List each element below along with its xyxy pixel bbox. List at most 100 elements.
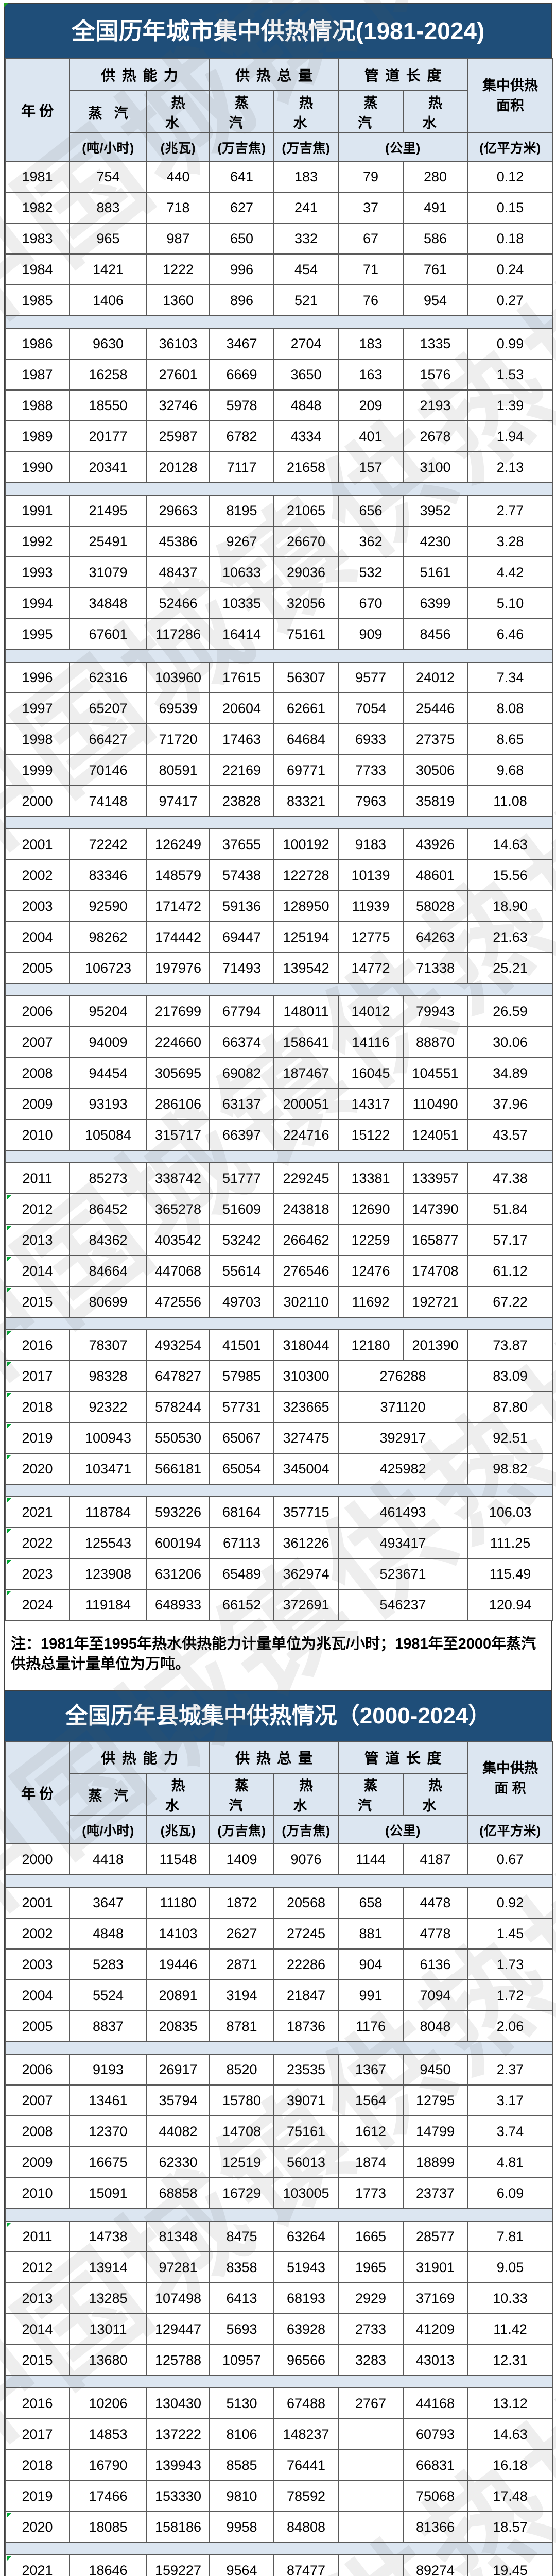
data-cell: 12519 xyxy=(209,2146,274,2178)
data-cell: 1360 xyxy=(146,284,210,316)
area-unit: (亿平方米) xyxy=(467,132,553,162)
data-cell: 153330 xyxy=(146,2480,210,2512)
corner-flag-icon xyxy=(4,3,8,8)
data-cell: 97417 xyxy=(146,785,210,817)
data-cell: 241 xyxy=(273,192,339,224)
table-row: 1984 1421 1222 996 454 71 761 0.24 xyxy=(5,253,553,285)
data-cell: 9193 xyxy=(69,2054,147,2086)
data-cell: 105084 xyxy=(69,1119,147,1151)
table-row: 2011 14738 81348 8475 63264 1665 28577 7.81 xyxy=(5,2221,553,2252)
data-cell: 9958 xyxy=(209,2511,274,2543)
data-cell: 13381 xyxy=(338,1162,404,1194)
data-cell: 1144 xyxy=(338,1843,404,1875)
year-cell: 2008 xyxy=(5,2115,70,2147)
data-cell: 45386 xyxy=(146,526,210,557)
year-cell: 1985 xyxy=(5,284,70,316)
data-cell: 159227 xyxy=(146,2554,210,2576)
data-cell: 14799 xyxy=(403,2115,468,2147)
data-cell: 97281 xyxy=(146,2251,210,2283)
area-cell: 2.06 xyxy=(467,2010,553,2042)
area-cell: 11.08 xyxy=(467,785,553,817)
data-cell: 51777 xyxy=(209,1162,274,1194)
year-cell: 2001 xyxy=(5,1887,70,1919)
table-row: 2007 13461 35794 15780 39071 1564 12795 3.17 xyxy=(5,2084,553,2116)
data-cell: 8475 xyxy=(209,2221,274,2252)
data-cell: 35819 xyxy=(403,785,468,817)
area-cell: 1.72 xyxy=(467,1979,553,2011)
data-cell: 119184 xyxy=(69,1589,147,1621)
table-row: 2011 85273 338742 51777 229245 13381 133957 47.… xyxy=(5,1162,553,1194)
table-row: 2017 98328 647827 57985 310300 276288 83.09 xyxy=(5,1360,553,1392)
data-cell: 9450 xyxy=(403,2054,468,2086)
data-cell: 68858 xyxy=(146,2177,210,2209)
capacity-water-unit: (兆瓦) xyxy=(146,1815,210,1844)
data-cell: 909 xyxy=(338,618,404,650)
city-table-note: 注：1981年至1995年热水供热能力计量单位为兆瓦/小时；1981年至2000… xyxy=(5,1621,551,1690)
data-cell: 83346 xyxy=(69,859,147,891)
table-row: 2016 78307 493254 41501 318044 12180 201390 73.… xyxy=(5,1329,553,1361)
area-cell: 115.49 xyxy=(467,1558,553,1590)
data-cell: 68164 xyxy=(209,1496,274,1528)
data-cell: 197976 xyxy=(146,952,210,984)
data-cell: 106723 xyxy=(69,952,147,984)
spacer-row xyxy=(5,649,553,663)
data-cell: 41209 xyxy=(403,2313,468,2345)
area-cell: 1.45 xyxy=(467,1918,553,1950)
area-unit: (亿平方米) xyxy=(467,1815,553,1844)
data-cell: 647827 xyxy=(146,1360,210,1392)
data-cell: 27601 xyxy=(146,359,210,391)
data-cell: 68193 xyxy=(273,2282,339,2314)
data-cell: 26670 xyxy=(273,526,339,557)
county-table-title: 全国历年县城集中供热情况（2000-2024） xyxy=(5,1691,551,1741)
area-cell: 4.81 xyxy=(467,2146,553,2178)
data-cell: 67601 xyxy=(69,618,147,650)
data-cell: 11548 xyxy=(146,1843,210,1875)
data-cell: 12259 xyxy=(338,1224,404,1256)
data-cell: 14853 xyxy=(69,2418,147,2450)
data-cell: 67488 xyxy=(273,2387,339,2419)
data-cell: 6669 xyxy=(209,359,274,391)
year-cell: 2003 xyxy=(5,1948,70,1980)
data-cell: 23737 xyxy=(403,2177,468,2209)
data-cell: 491 xyxy=(403,192,468,224)
data-cell: 11180 xyxy=(146,1887,210,1919)
data-cell: 9183 xyxy=(338,828,404,860)
data-cell: 22286 xyxy=(273,1948,339,1980)
data-cell: 74148 xyxy=(69,785,147,817)
spacer-row xyxy=(5,1317,553,1330)
year-cell: 2009 xyxy=(5,1088,70,1120)
table-row: 1982 883 718 627 241 37 491 0.15 xyxy=(5,192,553,224)
year-cell: 1989 xyxy=(5,420,70,452)
data-cell: 14738 xyxy=(69,2221,147,2252)
data-cell: 2627 xyxy=(209,1918,274,1950)
data-cell: 305695 xyxy=(146,1057,210,1089)
data-cell: 165877 xyxy=(403,1224,468,1256)
data-cell: 62316 xyxy=(69,662,147,693)
table-row: 2002 4848 14103 2627 27245 881 4778 1.45 xyxy=(5,1918,553,1950)
data-cell: 4778 xyxy=(403,1918,468,1950)
year-cell: 1988 xyxy=(5,389,70,421)
data-cell: 64263 xyxy=(403,921,468,953)
area-cell: 0.92 xyxy=(467,1887,553,1919)
area-cell: 0.18 xyxy=(467,223,553,255)
data-cell: 96566 xyxy=(273,2344,339,2376)
data-cell: 37655 xyxy=(209,828,274,860)
data-cell: 209 xyxy=(338,389,404,421)
area-cell: 25.21 xyxy=(467,952,553,984)
data-cell: 493254 xyxy=(146,1329,210,1361)
data-cell: 401 xyxy=(338,420,404,452)
area-cell: 30.06 xyxy=(467,1026,553,1058)
spacer-cell xyxy=(5,1317,553,1330)
year-cell: 2001 xyxy=(5,828,70,860)
data-cell: 532 xyxy=(338,556,404,588)
data-cell: 66397 xyxy=(209,1119,274,1151)
data-cell: 66427 xyxy=(69,723,147,755)
data-cell: 58028 xyxy=(403,890,468,922)
year-cell: 2011 xyxy=(5,2221,70,2252)
year-cell: 2020 xyxy=(5,1453,70,1485)
data-cell: 20891 xyxy=(146,1979,210,2011)
table-row: 2004 98262 174442 69447 125194 12775 64263 21.6… xyxy=(5,921,553,953)
data-cell: 224716 xyxy=(273,1119,339,1151)
data-cell: 59136 xyxy=(209,890,274,922)
data-cell: 24012 xyxy=(403,662,468,693)
